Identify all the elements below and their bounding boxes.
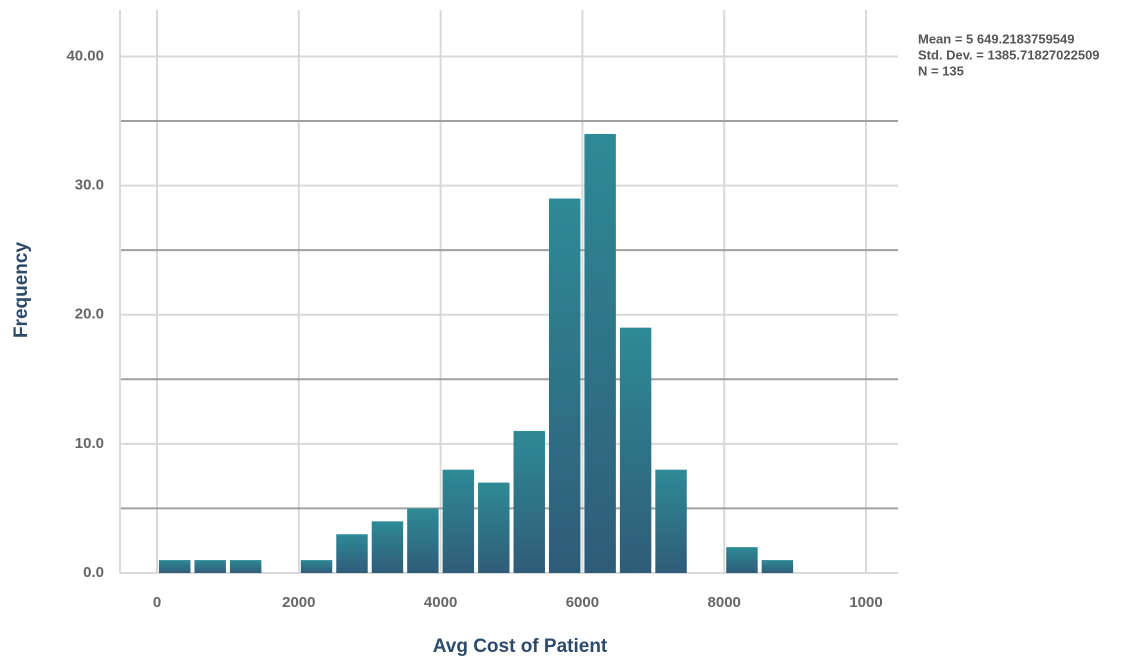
bar [513, 430, 545, 573]
stats-annotation: Std. Dev. = 1385.71827022509 [918, 47, 1100, 62]
y-tick-label: 30.0 [75, 177, 104, 194]
bar [655, 469, 687, 573]
bar [726, 547, 758, 573]
bar [478, 482, 510, 573]
stats-annotation: Mean = 5 649.2183759549 [918, 31, 1075, 46]
bar [229, 560, 262, 573]
bar [548, 198, 581, 573]
bar [336, 534, 368, 573]
bar [619, 327, 652, 573]
y-tick-label: 0.0 [83, 564, 104, 581]
bar [371, 521, 404, 573]
x-tick-label: 8000 [708, 594, 741, 611]
bar [584, 133, 616, 573]
bar [194, 560, 226, 573]
x-axis-label: Avg Cost of Patient [433, 636, 608, 657]
y-tick-label: 40.00 [66, 47, 104, 64]
x-tick-label: 1000 [849, 594, 882, 611]
x-tick-label: 4000 [424, 594, 457, 611]
stats-annotation: N = 135 [918, 63, 964, 78]
y-axis-label: Frequency [11, 242, 32, 339]
bar [159, 560, 191, 573]
bar [761, 560, 794, 573]
bar [407, 508, 439, 573]
y-tick-label: 20.0 [75, 306, 104, 323]
y-tick-label: 10.0 [75, 435, 104, 452]
bar [442, 469, 475, 573]
x-tick-label: 6000 [566, 594, 599, 611]
bar [300, 560, 333, 573]
x-tick-label: 2000 [282, 594, 315, 611]
x-tick-label: 0 [153, 594, 161, 611]
